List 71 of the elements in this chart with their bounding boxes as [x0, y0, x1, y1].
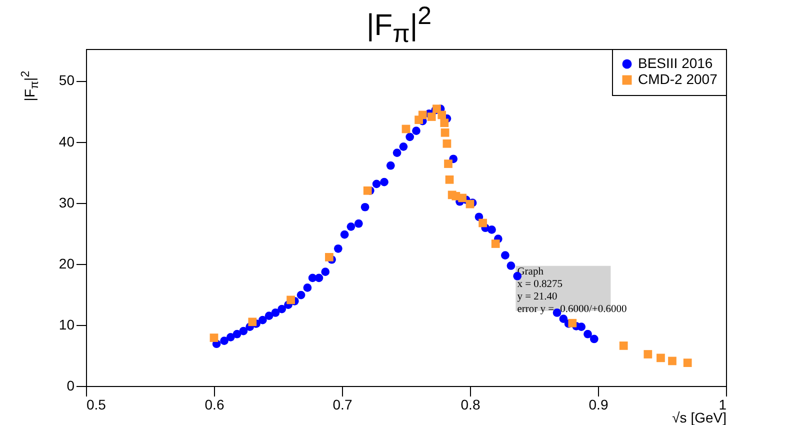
x-tick-label: 0.6 — [204, 396, 224, 412]
point — [668, 356, 676, 366]
point — [210, 334, 218, 342]
point — [412, 126, 420, 135]
legend-label: BESIII 2016 — [638, 55, 713, 71]
point — [278, 304, 286, 314]
point — [354, 219, 363, 228]
x-tick-label: 0.9 — [588, 396, 608, 412]
point — [440, 128, 450, 137]
point — [440, 118, 449, 128]
y-tick-label: 30 — [58, 194, 75, 210]
x-tick-label: 0.8 — [460, 396, 480, 412]
y-tick-label: 50 — [58, 72, 75, 88]
point — [226, 332, 235, 342]
point — [458, 194, 467, 202]
point — [590, 334, 598, 344]
point — [399, 142, 408, 151]
point — [380, 178, 388, 186]
point — [303, 284, 312, 292]
point — [271, 308, 280, 317]
point — [402, 124, 410, 134]
y-tick-label: 40 — [58, 133, 75, 150]
point — [286, 296, 295, 304]
point — [264, 312, 274, 320]
point — [644, 350, 652, 358]
point — [491, 240, 500, 248]
x-tick-label: 0.7 — [332, 396, 352, 412]
point — [346, 222, 356, 231]
point — [488, 226, 496, 234]
point — [340, 230, 349, 239]
point — [296, 290, 306, 300]
point — [372, 180, 381, 188]
point — [314, 274, 324, 282]
point — [444, 160, 452, 168]
point — [232, 330, 242, 338]
point — [506, 262, 516, 270]
point — [466, 200, 474, 208]
point — [559, 314, 568, 324]
x-tick-label: 0.5 — [86, 396, 106, 412]
point — [363, 186, 372, 195]
point — [220, 336, 228, 345]
point — [427, 112, 436, 121]
point — [418, 110, 427, 120]
point — [258, 316, 267, 324]
y-tick-label: 20 — [58, 255, 75, 272]
point — [577, 322, 586, 331]
x-tick-label: 1 — [718, 396, 727, 412]
point — [619, 342, 628, 350]
y-tick-label: 10 — [58, 316, 75, 332]
point — [248, 318, 257, 326]
point — [325, 253, 334, 262]
point — [386, 161, 395, 170]
point — [442, 139, 452, 148]
point — [683, 358, 692, 367]
point — [445, 175, 454, 184]
point — [334, 244, 342, 253]
legend-label: CMD-2 2007 — [638, 71, 718, 87]
y-tick-label: 0 — [66, 378, 75, 394]
point — [568, 318, 577, 328]
chart-title: |F$_{π}$|$^{2}$ — [365, 2, 433, 49]
point — [438, 110, 446, 120]
point — [406, 132, 414, 142]
point — [321, 268, 330, 276]
point — [501, 251, 510, 260]
point — [360, 202, 370, 212]
point — [656, 354, 665, 362]
annotation: Graph x = 0.8275 y = 21.40 error y = -0.6000/+0.6000 — [517, 266, 627, 315]
point — [478, 218, 487, 228]
point — [584, 330, 592, 338]
point — [239, 326, 248, 336]
point — [392, 148, 402, 157]
